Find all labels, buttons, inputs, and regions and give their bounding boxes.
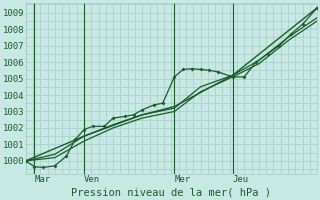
X-axis label: Pression niveau de la mer( hPa ): Pression niveau de la mer( hPa ) — [71, 187, 271, 197]
